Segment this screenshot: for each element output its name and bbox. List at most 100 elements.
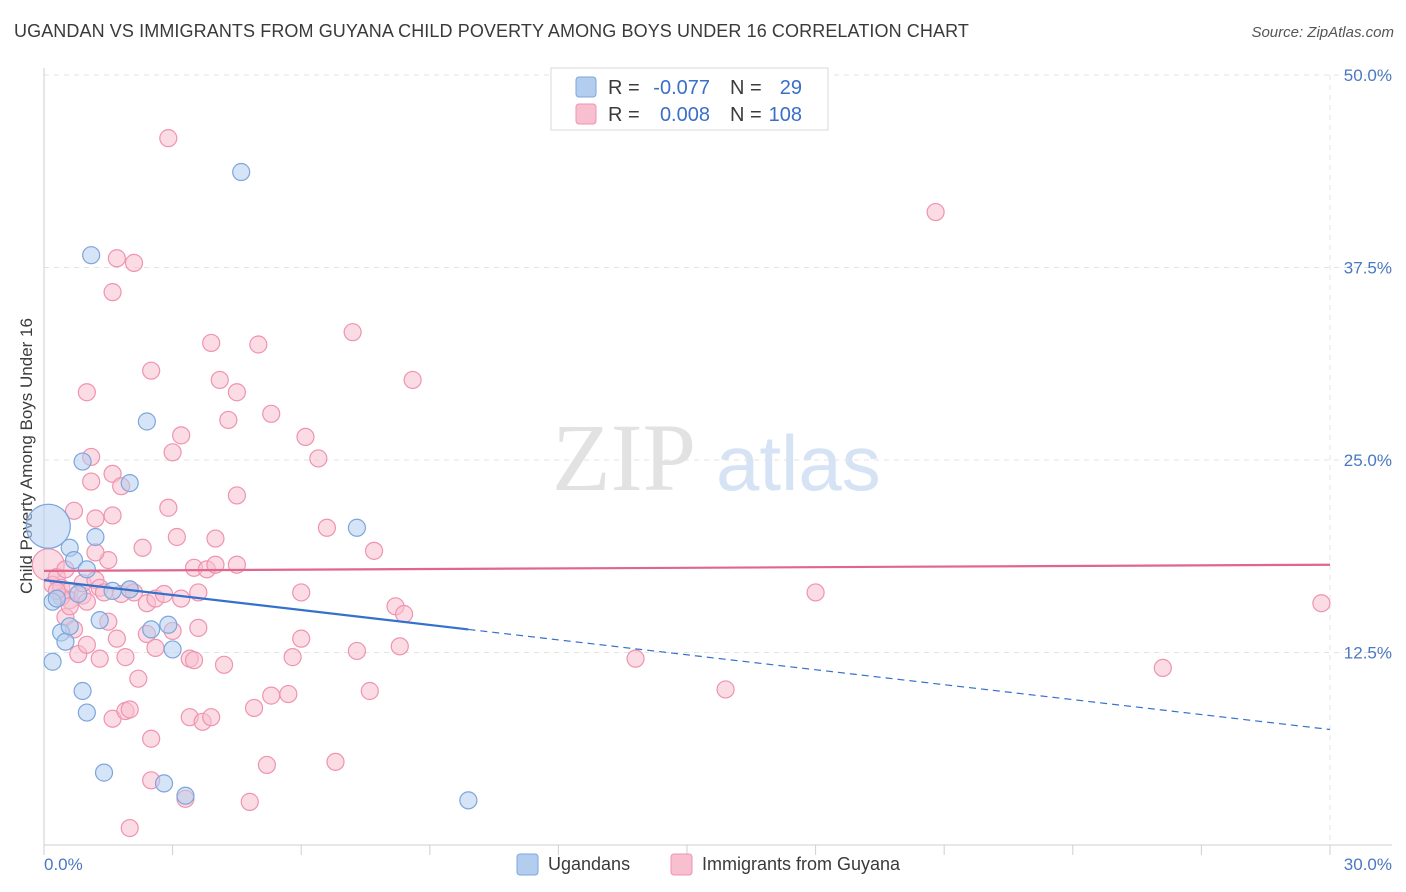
guyana-point-102: [77, 635, 96, 654]
guyana-point-75: [257, 755, 277, 775]
trend-guyana: [43, 563, 1331, 572]
legend-n-value-guyana: 108: [769, 104, 802, 126]
ugandans-point-15: [90, 611, 109, 630]
guyana-point-79: [292, 629, 311, 648]
ugandans-point-20: [137, 412, 156, 431]
ugandans-point-19: [120, 474, 139, 493]
legend-r-label-guyana: R =: [608, 104, 640, 126]
ugandans-point-10: [73, 452, 92, 471]
guyana-point-93: [626, 649, 645, 668]
guyana-point-81: [296, 427, 315, 446]
ugandans-point-26: [232, 162, 251, 182]
chart-source: Source: ZipAtlas.com: [1251, 24, 1394, 41]
guyana-point-26: [103, 283, 122, 302]
ugandans-point-17: [103, 581, 122, 601]
axes: [43, 68, 1392, 855]
ugandans-point-21: [142, 620, 161, 639]
legend-n-value-ugandans: 29: [780, 77, 802, 99]
ugandans-point-12: [77, 703, 96, 722]
guyana-point-83: [317, 518, 337, 537]
guyana-point-53: [172, 426, 191, 445]
guyana-point-13: [77, 383, 96, 402]
guyana-point-85: [343, 323, 362, 342]
y-tick-label-1: 25.0%: [1344, 451, 1392, 470]
legend-r-value-guyana: 0.008: [660, 104, 710, 126]
legend-bottom-swatch-guyana: [670, 853, 693, 876]
guyana-point-58: [184, 651, 204, 670]
guyana-point-24: [103, 506, 122, 525]
series-guyana-points: [31, 129, 1331, 838]
ugandans-point-14: [86, 527, 105, 547]
ugandans-point-6: [60, 617, 79, 636]
ugandans-point-7: [64, 550, 84, 570]
ugandans-point-24: [163, 640, 182, 659]
legend-top-box: [550, 67, 829, 131]
guyana-point-47: [159, 498, 178, 517]
guyana-point-77: [262, 404, 281, 423]
gridlines: [44, 74, 1392, 845]
trend-ugandans-dashed: [468, 628, 1331, 731]
legend-r-value-ugandans: -0.077: [653, 77, 710, 99]
ugandans-point-25: [176, 786, 195, 805]
y-tick-label-3: 50.0%: [1344, 66, 1392, 85]
ugandans-point-11: [77, 560, 96, 579]
guyana-point-106: [283, 648, 302, 667]
ugandans-point-29: [43, 652, 62, 671]
guyana-point-84: [326, 752, 345, 771]
guyana-point-34: [120, 818, 139, 838]
legend-n-label-ugandans: N =: [730, 77, 762, 99]
guyana-point-68: [219, 410, 238, 430]
trend-lines: [43, 563, 1331, 731]
y-tick-label-0: 12.5%: [1344, 644, 1392, 663]
guyana-point-76: [262, 686, 281, 705]
guyana-point-91: [394, 604, 414, 624]
guyana-point-39: [133, 538, 152, 557]
legend-n-label-guyana: N =: [730, 104, 762, 126]
legend-bottom-swatch-ugandans: [516, 853, 539, 876]
guyana-point-31: [116, 648, 135, 667]
chart-title: UGANDAN VS IMMIGRANTS FROM GUYANA CHILD …: [14, 21, 969, 41]
ugandans-point-9: [73, 681, 92, 701]
watermark-zip: ZIP: [552, 404, 696, 511]
legend-bottom: Ugandans Immigrants from Guyana: [516, 853, 901, 876]
ugandans-point-13: [82, 246, 101, 265]
ugandans-point-2: [47, 589, 66, 608]
guyana-point-51: [167, 527, 186, 547]
guyana-point-95: [806, 583, 825, 602]
guyana-point-48: [159, 129, 178, 148]
legend-swatch-ugandans: [575, 76, 597, 98]
x-tick-label-0: 0.0%: [44, 855, 83, 874]
guyana-point-88: [364, 541, 384, 560]
guyana-point-42: [142, 361, 161, 380]
guyana-point-50: [163, 443, 182, 462]
trend-ugandans-solid: [43, 579, 469, 631]
guyana-point-96: [926, 202, 945, 222]
guyana-point-70: [227, 383, 246, 402]
legend-swatch-guyana: [575, 103, 597, 125]
guyana-point-36: [124, 253, 144, 272]
ugandans-point-8: [69, 584, 88, 604]
legend-bottom-label-ugandans: Ugandans: [548, 854, 630, 874]
y-tick-label-2: 37.5%: [1344, 259, 1392, 278]
guyana-point-66: [210, 370, 229, 390]
guyana-point-52: [172, 589, 191, 608]
guyana-point-38: [129, 669, 148, 688]
guyana-point-86: [347, 641, 367, 661]
y-tick-labels: 12.5% 25.0% 37.5% 50.0%: [1344, 66, 1392, 663]
guyana-point-67: [214, 655, 234, 674]
watermark-atlas: atlas: [716, 419, 881, 507]
guyana-point-80: [292, 583, 311, 602]
guyana-point-98: [1312, 594, 1331, 613]
guyana-point-74: [249, 335, 268, 354]
x-tick-label-1: 30.0%: [1344, 855, 1392, 874]
series-ugandans-points: [25, 162, 478, 810]
guyana-point-104: [146, 638, 165, 657]
guyana-point-19: [90, 649, 109, 668]
guyana-point-65: [206, 529, 225, 548]
guyana-point-94: [716, 680, 735, 699]
guyana-point-90: [390, 637, 409, 656]
guyana-point-23: [103, 464, 122, 483]
watermark: ZIP atlas: [552, 404, 881, 511]
guyana-point-62: [202, 708, 221, 727]
